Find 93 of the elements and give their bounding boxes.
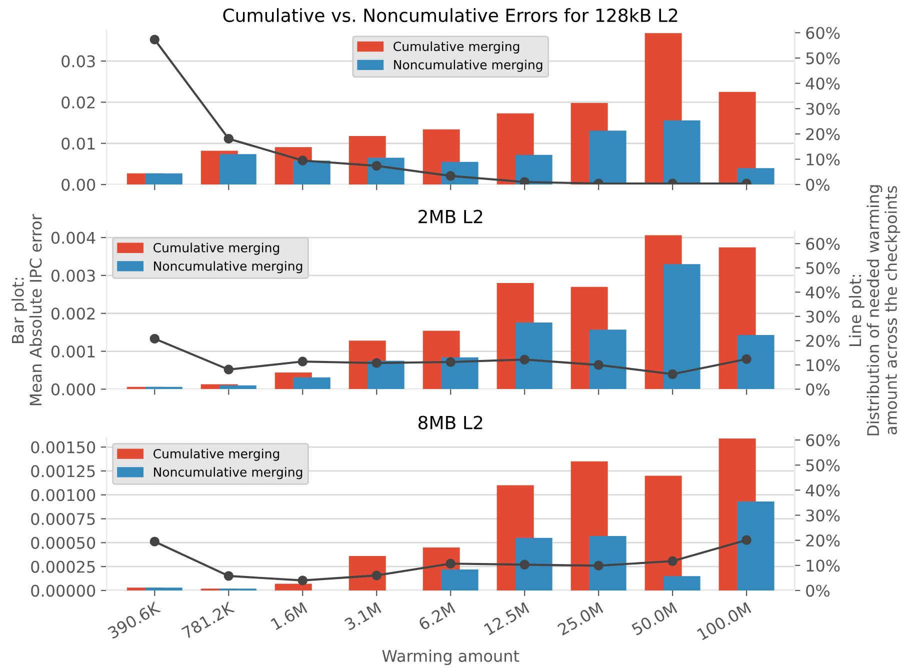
point: [224, 134, 234, 144]
y2-tick-label: 60%: [806, 26, 840, 40]
point: [594, 360, 604, 370]
y2-axis-title: Line plot: Distribution of needed warming amount across the checkpoints: [848, 185, 900, 436]
point: [298, 576, 308, 586]
bar: [293, 377, 330, 390]
point: [150, 536, 160, 546]
bar: [515, 538, 552, 590]
y-tick-label: 0.003: [51, 270, 95, 282]
chart-title: Cumulative vs. Noncumulative Errors for 128kB L2: [223, 8, 678, 22]
y2-tick-label: 60%: [806, 238, 840, 250]
point: [446, 357, 456, 367]
y2-tick-label: 40%: [806, 286, 840, 298]
bar: [219, 385, 256, 390]
bar: [145, 588, 182, 590]
point: [668, 369, 678, 379]
y2-tick-label: 0%: [806, 584, 830, 597]
y2-tick-label: 0%: [806, 178, 830, 191]
x-axis-title: Warming amount: [382, 650, 520, 666]
y-tick-label: 0.00100: [31, 489, 96, 502]
legend-label: Noncumulative merging: [154, 261, 302, 274]
bar: [515, 322, 552, 390]
chart-title: 2MB L2: [418, 210, 482, 224]
point: [150, 334, 160, 344]
y-tick-label: 0.00025: [31, 560, 95, 573]
y-tick-label: 0.01: [62, 138, 95, 150]
point: [224, 364, 234, 374]
y-tick-label: 0.00075: [31, 512, 95, 526]
point: [520, 177, 530, 185]
bar: [145, 173, 182, 185]
bar: [348, 556, 386, 590]
bar: [293, 160, 330, 185]
y2-tick-label: 60%: [806, 434, 840, 446]
point: [372, 570, 382, 580]
y-tick-label: 0.00150: [31, 441, 96, 454]
y2-tick-label: 50%: [806, 52, 840, 64]
bar: [737, 168, 774, 185]
y-tick-label: 0.002: [51, 308, 95, 320]
legend-label: Cumulative merging: [154, 448, 280, 461]
bar: [737, 334, 774, 390]
bar: [274, 584, 312, 590]
y-tick-label: 0.02: [62, 96, 95, 109]
point: [372, 160, 382, 171]
y2-tick-label: 40%: [806, 78, 840, 90]
bar: [589, 130, 626, 185]
point: [668, 556, 678, 566]
point: [520, 354, 530, 364]
legend-label: Noncumulative merging: [154, 467, 302, 480]
y2-tick-label: 10%: [806, 153, 840, 166]
point: [742, 354, 752, 364]
y-tick-label: 0.000: [51, 383, 96, 396]
y-axis-title: Bar plot: Mean Absolute IPC error: [12, 214, 42, 406]
y-tick-label: 0.00000: [31, 584, 96, 597]
bar: [219, 154, 256, 185]
y2-tick-label: 0%: [806, 383, 830, 396]
legend-label: Cumulative merging: [394, 41, 520, 54]
bar: [589, 536, 626, 590]
point: [742, 535, 752, 545]
y2-tick-label: 10%: [806, 560, 840, 572]
chart-title: 8MB L2: [418, 416, 482, 430]
bar: [644, 476, 682, 590]
y-tick-label: 0.03: [62, 55, 95, 68]
point: [150, 34, 160, 44]
y2-tick-label: 30%: [806, 509, 840, 522]
point: [298, 356, 308, 366]
bar: [663, 264, 700, 390]
y2-tick-label: 40%: [806, 484, 840, 496]
y2-tick-label: 50%: [806, 459, 840, 472]
point: [594, 560, 604, 571]
bar: [589, 330, 626, 390]
y-tick-label: 0.00125: [31, 465, 95, 478]
y2-tick-label: 20%: [806, 534, 840, 547]
point: [224, 571, 234, 581]
y-tick-label: 0.004: [51, 232, 96, 244]
bar: [663, 576, 700, 590]
y-tick-label: 0.001: [51, 345, 95, 358]
bar: [441, 569, 478, 590]
legend-label: Cumulative merging: [154, 242, 280, 255]
y2-tick-label: 30%: [806, 102, 840, 115]
y2-tick-label: 10%: [806, 359, 840, 372]
point: [520, 560, 530, 570]
point: [298, 156, 308, 166]
y-tick-label: 0.00: [62, 178, 96, 191]
point: [446, 558, 456, 569]
y2-tick-label: 30%: [806, 310, 840, 323]
point: [446, 171, 456, 181]
y2-tick-label: 50%: [806, 262, 840, 274]
point: [372, 358, 382, 368]
y2-tick-label: 20%: [806, 128, 840, 140]
bar: [737, 502, 774, 590]
legend-label: Noncumulative merging: [394, 60, 542, 72]
y-tick-label: 0.00050: [31, 536, 96, 549]
y2-tick-label: 20%: [806, 334, 840, 347]
